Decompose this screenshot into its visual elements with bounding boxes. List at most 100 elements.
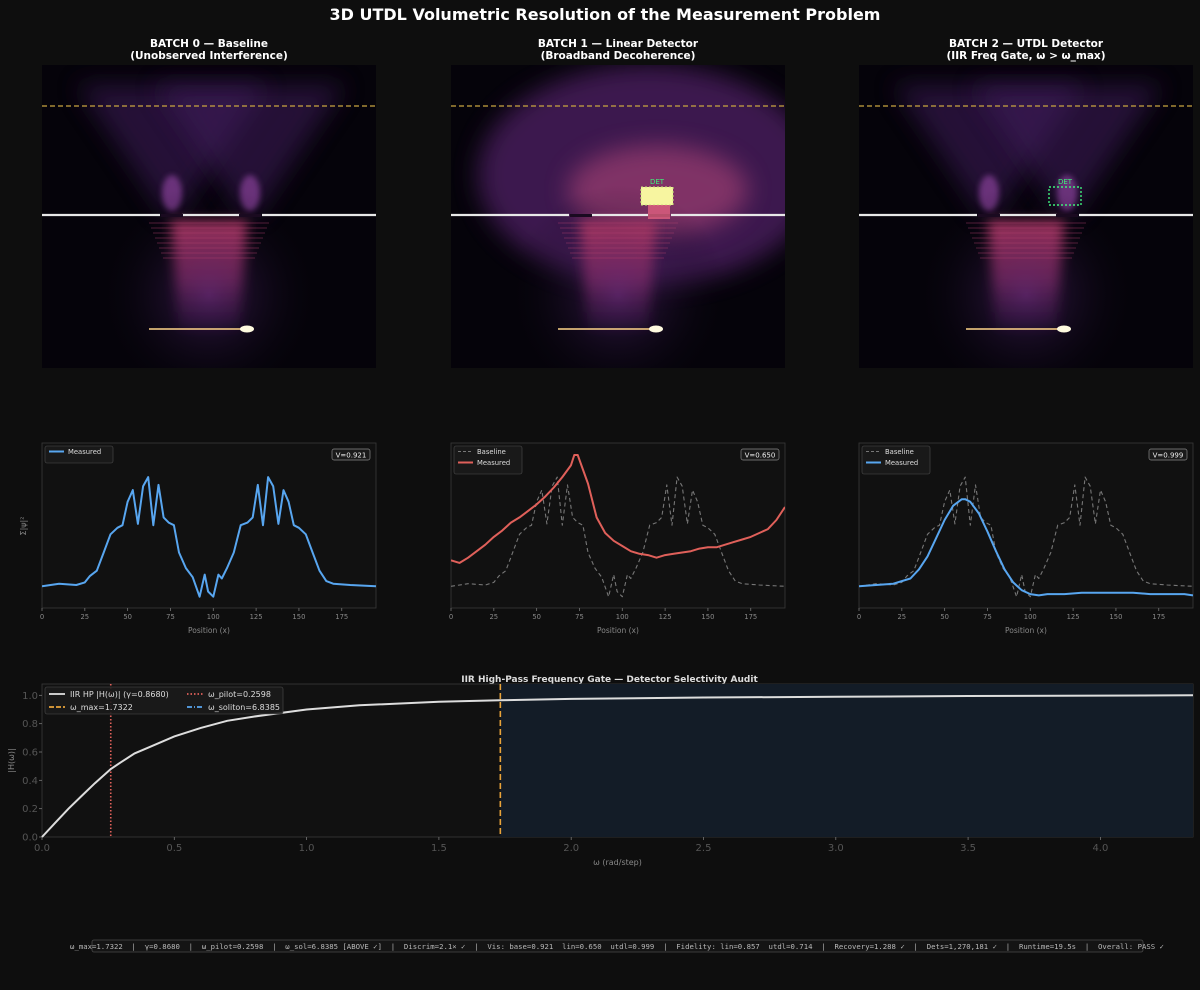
legend-label: Measured bbox=[885, 459, 918, 467]
x-tick-label: 175 bbox=[1152, 613, 1165, 621]
iir-response-curve bbox=[41, 694, 1194, 838]
x-tick-label: 0 bbox=[857, 613, 861, 621]
visibility-badge bbox=[740, 448, 780, 461]
x-tick-label: 50 bbox=[532, 613, 541, 621]
heatmap-panel-2: BATCH 2 — UTDL Detector(IIR Freq Gate, ω… bbox=[859, 38, 1193, 368]
heatmap-field: DET bbox=[451, 65, 785, 368]
x-tick-label: 25 bbox=[489, 613, 498, 621]
profile-chart-2: 0 25 50 75 100 125 150 175 Position (x) Baseline M… bbox=[857, 442, 1194, 635]
slit-opening bbox=[1056, 214, 1078, 217]
heatmap-title-line1: BATCH 0 — Baseline bbox=[150, 38, 268, 50]
heatmap-panel-1: BATCH 1 — Linear Detector(Broadband Deco… bbox=[451, 38, 785, 368]
x-tick-label: 150 bbox=[1109, 613, 1122, 621]
slit-opening bbox=[570, 214, 592, 217]
visibility-badge-text: V=0.921 bbox=[336, 452, 367, 460]
series-group bbox=[42, 476, 376, 598]
series-line-baseline bbox=[859, 476, 1193, 598]
x-tick-label: 0.5 bbox=[166, 843, 182, 854]
slit-opening bbox=[239, 214, 261, 217]
series-group bbox=[859, 476, 1193, 598]
legend-box bbox=[44, 445, 114, 464]
detector-label: DET bbox=[1058, 178, 1073, 186]
figure-title: 3D UTDL Volumetric Resolution of the Mea… bbox=[330, 5, 881, 24]
x-tick-label: 50 bbox=[940, 613, 949, 621]
x-tick-label: 0 bbox=[40, 613, 44, 621]
legend-label: Baseline bbox=[885, 448, 914, 456]
x-tick-label: 3.0 bbox=[828, 843, 844, 854]
legend-label: Baseline bbox=[477, 448, 506, 456]
visibility-badge bbox=[1148, 448, 1188, 461]
legend-label: Measured bbox=[477, 459, 510, 467]
gate-chart-title: IIR High-Pass Frequency Gate — Detector … bbox=[461, 675, 758, 685]
x-tick-label: 175 bbox=[335, 613, 348, 621]
y-tick-label: 0.6 bbox=[22, 748, 38, 759]
status-bar-text: ω_max=1.7322 | γ=0.8680 | ω_pilot=0.2598… bbox=[70, 942, 1164, 951]
plot-area bbox=[41, 442, 377, 609]
x-tick-label: 150 bbox=[701, 613, 714, 621]
series-line-measured bbox=[42, 476, 376, 598]
source-point bbox=[1057, 325, 1071, 333]
x-tick-label: 25 bbox=[80, 613, 89, 621]
x-axis-label: Position (x) bbox=[597, 626, 639, 635]
detector-box bbox=[640, 186, 674, 206]
x-tick-label: 75 bbox=[575, 613, 584, 621]
beam-halo bbox=[508, 185, 728, 368]
upper-fan bbox=[972, 85, 1162, 215]
heatmap-title-line2: (IIR Freq Gate, ω > ω_max) bbox=[946, 50, 1105, 62]
legend-label: IIR HP |H(ω)| (γ=0.8680) bbox=[70, 690, 169, 699]
series-group bbox=[451, 454, 785, 598]
visibility-badge-text: V=0.999 bbox=[1153, 452, 1184, 460]
beam-halo bbox=[99, 185, 319, 368]
status-bar bbox=[91, 939, 1144, 953]
detector-label: DET bbox=[650, 178, 665, 186]
heatmap-row: BATCH 0 — Baseline(Unobserved Interferen… bbox=[42, 38, 1193, 368]
x-tick-label: 75 bbox=[983, 613, 992, 621]
beam-halo bbox=[916, 185, 1136, 368]
x-tick-label: 0 bbox=[449, 613, 453, 621]
x-tick-label: 125 bbox=[250, 613, 263, 621]
legend-label: ω_max=1.7322 bbox=[70, 703, 133, 712]
source-point bbox=[240, 325, 254, 333]
profile-y-axis-label: Σ|ψ|² bbox=[19, 517, 28, 536]
x-tick-label: 75 bbox=[166, 613, 175, 621]
heatmap-panel-0: BATCH 0 — Baseline(Unobserved Interferen… bbox=[42, 38, 376, 368]
slit-opening bbox=[978, 214, 1000, 217]
heatmap-field bbox=[42, 85, 376, 368]
x-tick-label: 4.0 bbox=[1092, 843, 1108, 854]
y-tick-label: 0.4 bbox=[22, 776, 38, 787]
x-tick-label: 25 bbox=[897, 613, 906, 621]
y-tick-label: 0.0 bbox=[22, 833, 38, 844]
x-tick-label: 0.0 bbox=[34, 843, 50, 854]
heatmap-title-line2: (Unobserved Interference) bbox=[130, 50, 288, 62]
x-tick-label: 100 bbox=[207, 613, 220, 621]
x-tick-label: 175 bbox=[744, 613, 757, 621]
x-tick-label: 100 bbox=[1024, 613, 1037, 621]
heatmap-title-line1: BATCH 2 — UTDL Detector bbox=[949, 38, 1104, 50]
x-tick-label: 150 bbox=[292, 613, 305, 621]
visibility-badge bbox=[331, 448, 371, 461]
heatmap-field: DET bbox=[859, 85, 1193, 368]
upper-fan bbox=[155, 85, 345, 215]
y-tick-label: 1.0 bbox=[22, 691, 38, 702]
x-tick-label: 1.5 bbox=[431, 843, 447, 854]
series-line-baseline bbox=[451, 476, 785, 598]
source-point bbox=[649, 325, 663, 333]
detector-slit-glow bbox=[648, 205, 670, 219]
y-tick-label: 0.8 bbox=[22, 719, 38, 730]
slit-opening bbox=[161, 214, 183, 217]
x-tick-label: 125 bbox=[1067, 613, 1080, 621]
profile-chart-1: 0 25 50 75 100 125 150 175 Position (x) Baseline M… bbox=[449, 442, 786, 635]
legend-box bbox=[861, 445, 931, 475]
x-tick-label: 125 bbox=[659, 613, 672, 621]
profile-row: Σ|ψ|² 0 25 50 75 100 125 150 175 Position (x) Meas… bbox=[19, 442, 1194, 635]
detector-box bbox=[1048, 186, 1082, 206]
x-axis-label: Position (x) bbox=[188, 626, 230, 635]
x-tick-label: 2.5 bbox=[696, 843, 712, 854]
x-tick-label: 100 bbox=[616, 613, 629, 621]
y-tick-label: 0.2 bbox=[22, 804, 38, 815]
heatmap-title-line2: (Broadband Decoherence) bbox=[541, 50, 696, 62]
visibility-badge-text: V=0.650 bbox=[745, 452, 776, 460]
series-line-measured bbox=[451, 454, 785, 564]
legend-box bbox=[453, 445, 523, 475]
